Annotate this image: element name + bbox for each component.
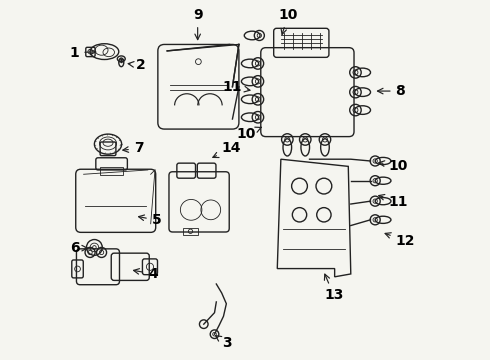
Text: 3: 3: [216, 336, 231, 350]
Text: 6: 6: [70, 241, 87, 255]
Text: 4: 4: [134, 267, 158, 281]
Text: 13: 13: [324, 274, 343, 302]
Text: 8: 8: [377, 84, 405, 98]
Text: 11: 11: [379, 194, 408, 208]
Text: 10: 10: [379, 159, 408, 173]
Text: 10: 10: [236, 127, 261, 141]
Text: 2: 2: [128, 58, 146, 72]
Text: 11: 11: [222, 80, 250, 94]
Text: 14: 14: [213, 141, 241, 158]
Text: 10: 10: [278, 8, 298, 35]
Text: 5: 5: [139, 213, 162, 227]
Text: 9: 9: [193, 8, 202, 40]
Bar: [100, 167, 122, 175]
Text: 1: 1: [70, 46, 96, 60]
Text: 7: 7: [123, 141, 144, 156]
Bar: [183, 228, 197, 235]
Text: 12: 12: [385, 233, 415, 248]
